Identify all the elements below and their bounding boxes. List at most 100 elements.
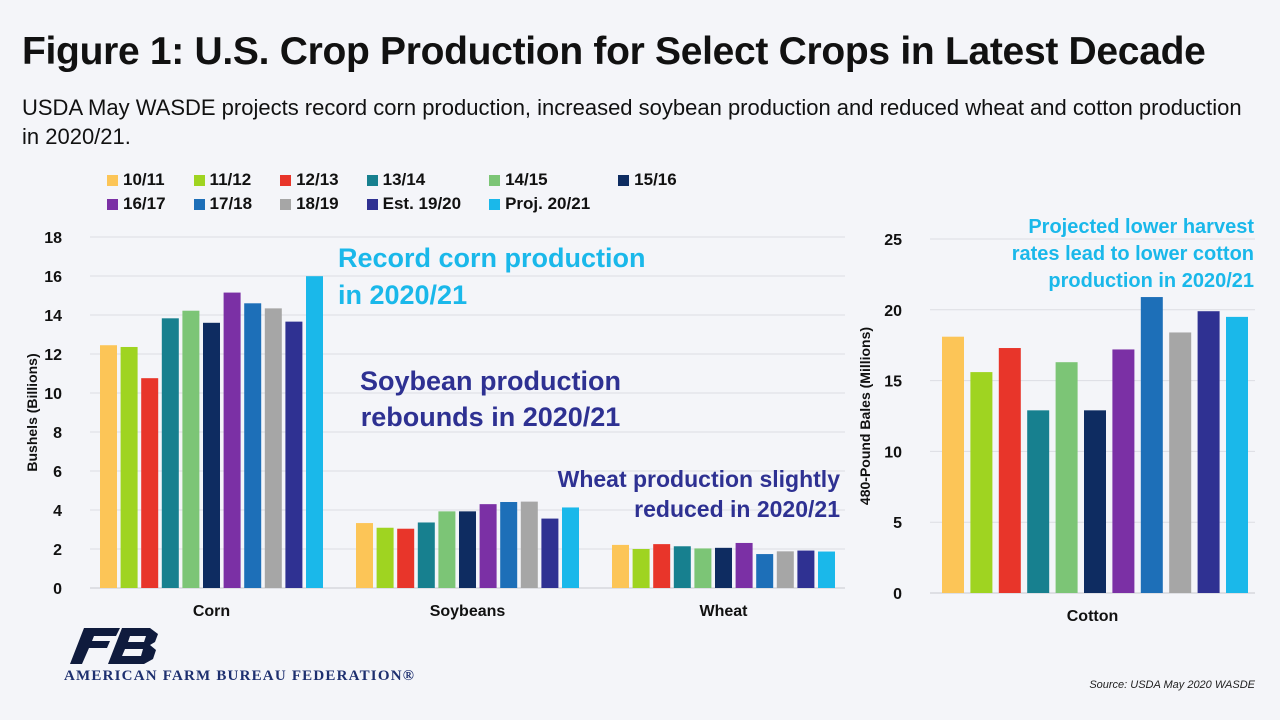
bar-wheat-12-13 (653, 544, 671, 588)
legend-label: 13/14 (382, 170, 426, 189)
bar-corn-17-18 (244, 303, 262, 588)
bar-wheat-17-18 (756, 554, 774, 588)
bar-wheat-11-12 (632, 549, 650, 588)
y-tick-label: 16 (44, 269, 62, 286)
legend-item-16-17: 16/17 (107, 194, 166, 214)
bar-wheat-14-15 (694, 548, 712, 588)
legend-label: 16/17 (123, 194, 166, 213)
bar-wheat-18-19 (776, 551, 794, 588)
bar-cotton-proj-20-21 (1226, 316, 1248, 593)
legend-item-12-13: 12/13 (280, 170, 339, 190)
bar-cotton-16-17 (1112, 349, 1135, 593)
bar-corn-est-19-20 (285, 321, 303, 588)
legend-swatch (280, 174, 292, 186)
legend-label: 18/19 (296, 194, 339, 213)
corn-annotation: Record corn production in 2020/21 (338, 243, 646, 310)
bar-cotton-11-12 (970, 372, 993, 593)
legend-swatch (193, 198, 205, 210)
y-tick-label: 10 (44, 386, 62, 403)
page-subtitle: USDA May WASDE projects record corn prod… (22, 95, 1242, 149)
organization-name: AMERICAN FARM BUREAU FEDERATION® (64, 668, 416, 684)
bar-corn-proj-20-21 (306, 276, 323, 588)
y-tick-label: 25 (884, 232, 902, 249)
y-axis-title: 480-Pound Bales (Millions) (857, 327, 873, 505)
bar-cotton-15-16 (1084, 410, 1106, 593)
cotton-bar-chart: 0 5 10 15 20 25 480-Pound Bales (Millions) Cott… (857, 232, 1255, 625)
legend-item-15-16: 15/16 (618, 170, 677, 190)
chart-legend: 10/11 11/12 12/13 13/14 14/15 15/16 16/17 17/18… (107, 170, 847, 214)
bar-cotton-14-15 (1055, 362, 1078, 593)
bar-corn-18-19 (264, 308, 282, 588)
bar-soybeans-10-11 (356, 523, 373, 588)
bar-soybeans-proj-20-21 (562, 507, 579, 588)
bar-soybeans-13-14 (417, 522, 435, 588)
legend-label: 15/16 (634, 170, 677, 189)
soybeans-annotation: Soybean production rebounds in 2020/21 (359, 366, 621, 432)
legend-item-17-18: 17/18 (193, 194, 253, 214)
legend-label: Est. 19/20 (382, 194, 462, 213)
y-tick-label: 15 (884, 374, 902, 391)
bar-cotton-12-13 (998, 348, 1021, 593)
y-tick-label: 0 (53, 581, 62, 598)
bar-wheat-16-17 (735, 542, 753, 588)
y-tick-label: 4 (53, 503, 62, 520)
bar-soybeans-18-19 (520, 501, 538, 588)
y-tick-label: 0 (893, 586, 902, 603)
legend-label: 10/11 (123, 170, 165, 189)
source-note: Source: USDA May 2020 WASDE (1089, 679, 1255, 691)
legend-swatch (489, 174, 501, 186)
legend-swatch (107, 174, 118, 186)
y-tick-label: 20 (884, 303, 902, 320)
legend-swatch (193, 174, 205, 186)
y-tick-label: 2 (53, 542, 62, 559)
bar-wheat-est-19-20 (797, 550, 815, 588)
main-bar-chart: 0 2 4 6 8 10 12 14 16 18 Bushels (Billions) Corn Soy… (24, 230, 845, 620)
bar-corn-11-12 (120, 346, 138, 588)
y-tick-label: 6 (53, 464, 62, 481)
y-tick-label: 14 (44, 308, 62, 325)
x-category-label-soybeans: Soybeans (430, 603, 506, 620)
bar-corn-10-11 (100, 345, 117, 588)
bar-corn-12-13 (141, 378, 159, 588)
bar-soybeans-16-17 (479, 504, 497, 588)
bar-cotton-17-18 (1140, 297, 1163, 593)
legend-item-13-14: 13/14 (366, 170, 461, 190)
y-axis-title: Bushels (Billions) (24, 353, 40, 471)
bar-soybeans-14-15 (438, 511, 456, 588)
bar-corn-13-14 (161, 318, 179, 588)
bar-corn-15-16 (203, 322, 220, 588)
page-title: Figure 1: U.S. Crop Production for Selec… (22, 30, 1206, 73)
bar-soybeans-17-18 (500, 502, 518, 588)
legend-swatch (366, 174, 378, 186)
legend-item-11-12: 11/12 (193, 170, 253, 190)
legend-label: 17/18 (209, 194, 253, 213)
afbf-logo: AMERICAN FARM BUREAU FEDERATION® (64, 628, 464, 688)
y-tick-label: 12 (44, 347, 62, 364)
bar-cotton-13-14 (1027, 410, 1050, 593)
bar-wheat-10-11 (612, 544, 629, 588)
bar-cotton-18-19 (1169, 332, 1192, 593)
legend-item-18-19: 18/19 (280, 194, 339, 214)
bar-soybeans-est-19-20 (541, 518, 559, 588)
legend-item-10-11: 10/11 (107, 170, 166, 190)
legend-label: 12/13 (296, 170, 339, 189)
legend-item-proj-20-21: Proj. 20/21 (489, 194, 590, 214)
legend-label: Proj. 20/21 (505, 194, 591, 213)
bar-cotton-10-11 (942, 336, 964, 593)
legend-swatch (618, 174, 630, 186)
y-tick-label: 8 (53, 425, 62, 442)
bar-wheat-13-14 (673, 546, 691, 588)
legend-swatch (366, 198, 378, 210)
legend-label: 14/15 (505, 170, 548, 189)
legend-swatch (280, 198, 292, 210)
legend-item-14-15: 14/15 (489, 170, 590, 190)
x-category-label-wheat: Wheat (700, 603, 749, 620)
cotton-annotation: Projected lower harvest rates lead to lo… (1011, 216, 1254, 292)
wheat-annotation: Wheat production slightly reduced in 202… (557, 466, 840, 522)
bar-soybeans-11-12 (376, 527, 394, 588)
legend-swatch (107, 198, 118, 210)
bar-wheat-proj-20-21 (818, 551, 835, 588)
bar-cotton-est-19-20 (1197, 311, 1220, 593)
bar-corn-14-15 (182, 310, 200, 588)
y-tick-label: 18 (44, 230, 62, 247)
